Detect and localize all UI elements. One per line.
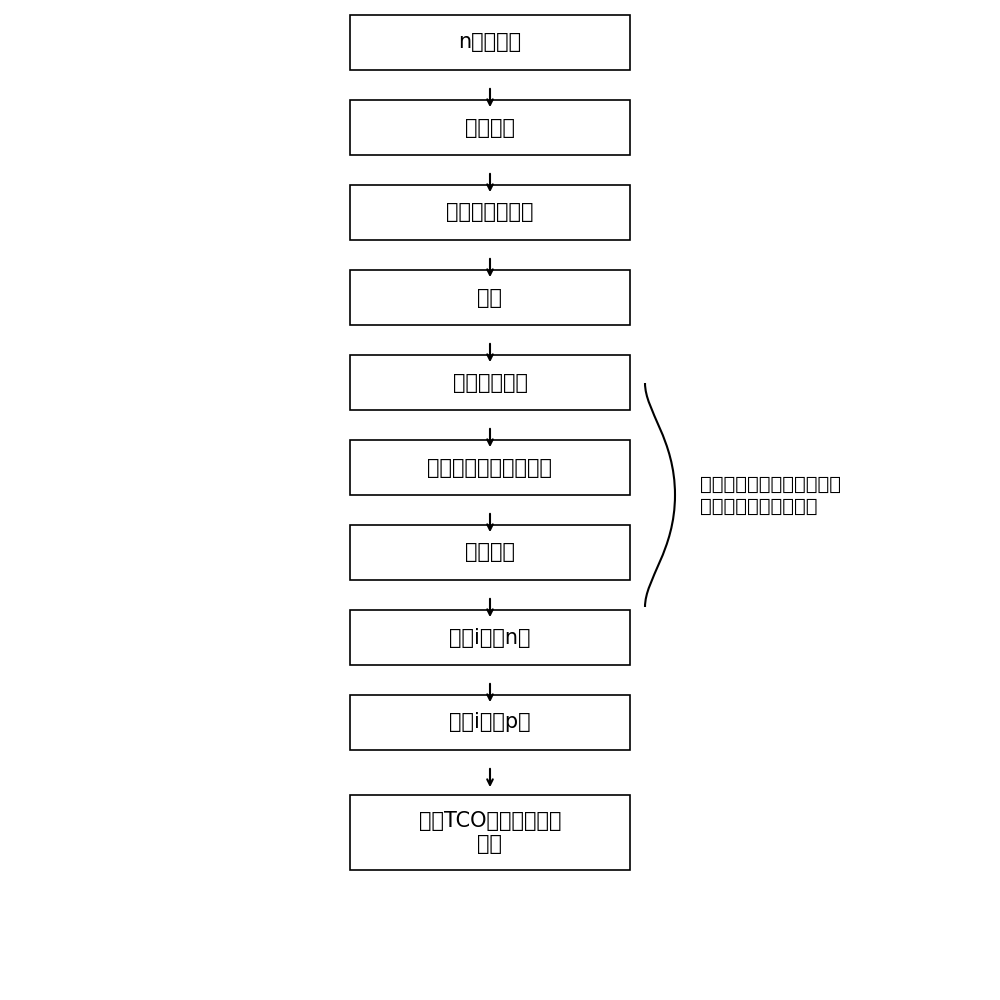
Text: 制作TCO、反射膜、底
电极: 制作TCO、反射膜、底 电极	[419, 811, 561, 854]
FancyBboxPatch shape	[350, 610, 630, 665]
FancyBboxPatch shape	[350, 440, 630, 495]
Text: 氢化干燥处理: 氢化干燥处理	[452, 373, 528, 393]
FancyBboxPatch shape	[350, 15, 630, 70]
FancyBboxPatch shape	[350, 270, 630, 325]
Text: n型硅晶片: n型硅晶片	[458, 32, 522, 52]
FancyBboxPatch shape	[350, 100, 630, 155]
FancyBboxPatch shape	[350, 185, 630, 240]
Text: 化学或机械抛光: 化学或机械抛光	[446, 202, 534, 223]
FancyBboxPatch shape	[350, 795, 630, 870]
Text: 富硅氧化硅过渡层及前氢化
干燥、后氢化处理工艺: 富硅氧化硅过渡层及前氢化 干燥、后氢化处理工艺	[700, 475, 841, 516]
FancyBboxPatch shape	[350, 355, 630, 410]
Text: 沉积i层、n层: 沉积i层、n层	[449, 628, 531, 648]
Text: 清洗制绒: 清洗制绒	[465, 118, 515, 138]
FancyBboxPatch shape	[350, 525, 630, 580]
FancyBboxPatch shape	[350, 695, 630, 750]
Text: 清洗: 清洗	[478, 288, 503, 308]
Text: 制作富硅氧化硅过渡层: 制作富硅氧化硅过渡层	[428, 458, 552, 478]
Text: 氢化处理: 氢化处理	[465, 542, 515, 562]
Text: 沉积i层、p层: 沉积i层、p层	[449, 712, 531, 732]
